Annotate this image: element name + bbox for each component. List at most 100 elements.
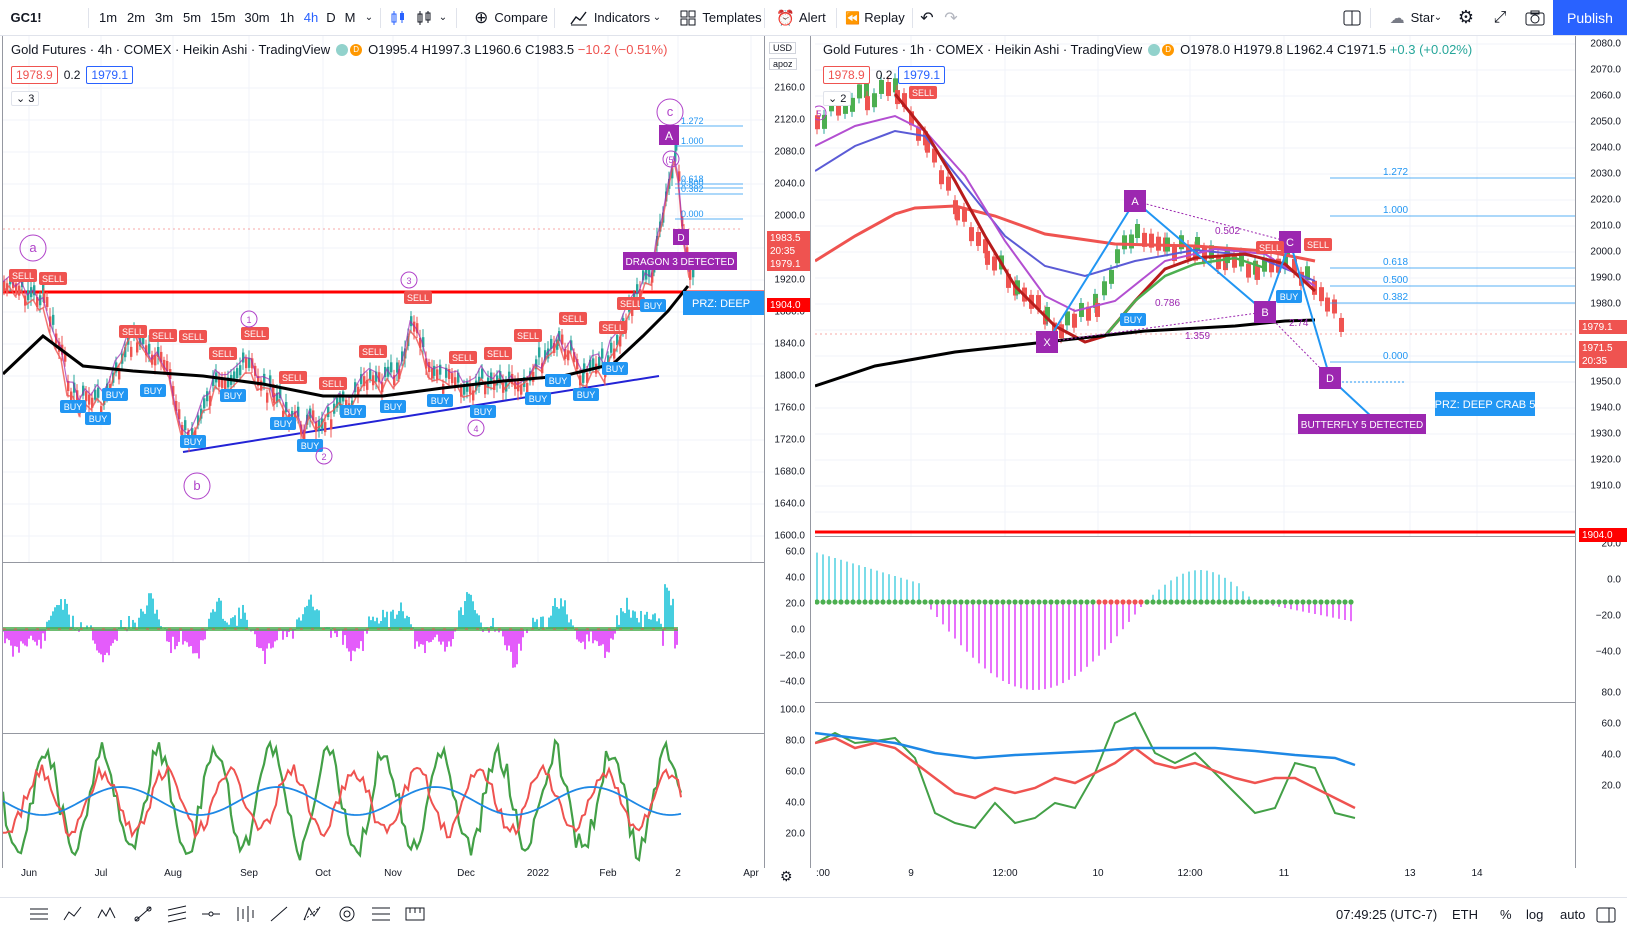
trend-icon[interactable]	[62, 904, 86, 926]
left-price-scale[interactable]: USD apoz 2160.0 2120.0 2080.0 2040.0 2000.0 1…	[765, 36, 811, 868]
price-tick: 2040.0	[774, 178, 805, 190]
xabcd-point-label: D	[1326, 373, 1334, 385]
price-tick: 1920.0	[1590, 454, 1621, 466]
right-price-pane[interactable]: 1.272 1.000 0.618 0.500 0.382 0.000 X A B C D 0.502…	[815, 36, 1575, 536]
time-tick: 12:00	[992, 868, 1018, 879]
chevron-down-icon[interactable]: ⌄	[364, 12, 374, 23]
candle-body	[212, 375, 215, 386]
wave-icon[interactable]	[96, 904, 120, 926]
interval-30m[interactable]: 30m	[244, 10, 270, 25]
candle-body	[401, 351, 404, 362]
layout-name-button[interactable]: ☁ Star	[1376, 0, 1448, 35]
undo-icon[interactable]: ↶	[920, 9, 934, 27]
interval-d[interactable]: D	[326, 10, 336, 25]
right-oscillator-pane[interactable]	[815, 537, 1575, 702]
zero-dot	[1294, 599, 1300, 605]
channel-icon[interactable]	[166, 904, 190, 926]
price-tick: 60.0	[785, 766, 805, 778]
measure-icon[interactable]	[404, 904, 428, 926]
zero-dot	[838, 599, 844, 605]
sell-signal-tag	[484, 347, 512, 360]
pattern-ratio-label: 2.74	[1289, 318, 1309, 329]
percent-toggle[interactable]: %	[1500, 907, 1512, 922]
left-stoch-pane[interactable]	[3, 734, 764, 868]
candle-body	[390, 362, 393, 373]
interval-1h[interactable]: 1h	[279, 10, 295, 25]
sell-signal-tag	[179, 330, 207, 343]
ask-tag: 1979.1	[767, 257, 811, 271]
left-price-pane[interactable]: SELL SELL SELL SELL SELL SELL SELL SELL SELL SELL…	[3, 36, 764, 562]
interval-1m[interactable]: 1m	[98, 10, 118, 25]
interval-2m[interactable]: 2m	[126, 10, 146, 25]
interval-m[interactable]: M	[344, 10, 356, 25]
interval-4h[interactable]: 4h	[303, 10, 319, 25]
candle-body	[815, 115, 820, 130]
candle-body	[1086, 306, 1091, 321]
right-stoch-pane[interactable]	[815, 703, 1575, 868]
interval-3m[interactable]: 3m	[154, 10, 174, 25]
clock-readout[interactable]: 07:49:25 (UTC-7)	[1336, 907, 1438, 922]
camera-icon[interactable]	[1520, 0, 1550, 35]
zero-dot	[1330, 599, 1336, 605]
chevron-down-icon[interactable]: ⌄	[652, 12, 662, 23]
layout-split-icon[interactable]	[1338, 0, 1366, 35]
ray-icon[interactable]	[268, 904, 292, 926]
bid-price[interactable]: 1978.9	[823, 66, 870, 84]
ask-price[interactable]: 1979.1	[86, 66, 134, 84]
ask-price[interactable]: 1979.1	[898, 66, 946, 84]
wave-label: 5	[816, 109, 821, 119]
indicator-collapse-button[interactable]: ⌄ 3	[11, 91, 40, 106]
candle-body	[639, 289, 642, 300]
zero-dot	[862, 599, 868, 605]
auto-toggle[interactable]: auto	[1560, 907, 1586, 922]
stoch-blue-line	[815, 731, 1356, 767]
indicators-button[interactable]: Indicators	[558, 0, 662, 35]
chevron-down-icon[interactable]: ⌄	[1433, 12, 1443, 23]
alert-button[interactable]: ⏰ Alert	[770, 0, 832, 35]
fullscreen-icon[interactable]: ⤢	[1493, 8, 1507, 26]
left-bid-ask[interactable]: 1978.9 0.2 1979.1	[11, 66, 134, 84]
symbol-search[interactable]: GC1!	[10, 10, 42, 25]
left-oscillator-pane[interactable]	[3, 563, 764, 733]
line-tool-icon[interactable]	[132, 904, 156, 926]
templates-button[interactable]: Templates	[670, 0, 772, 35]
publish-button[interactable]: Publish	[1553, 0, 1627, 35]
replay-button[interactable]: ⏪ Replay	[842, 0, 908, 35]
time-tick: Aug	[164, 868, 182, 879]
sell-signal-tag	[1304, 238, 1332, 251]
redo-icon[interactable]: ↷	[944, 9, 958, 27]
currency-button[interactable]: USD	[769, 42, 797, 54]
price-tick: 40.0	[1601, 749, 1621, 761]
pattern-icon[interactable]	[302, 904, 326, 926]
candle-body	[1325, 297, 1330, 312]
left-time-axis[interactable]: Jun Jul Aug Sep Oct Nov Dec 2022 Feb 2 Apr	[3, 868, 764, 888]
gear-icon[interactable]: ⚙	[780, 868, 793, 884]
candle-body	[91, 397, 94, 408]
price-tick: −20.0	[779, 650, 805, 662]
chevron-down-icon[interactable]: ⌄	[438, 12, 448, 23]
interval-15m[interactable]: 15m	[210, 10, 236, 25]
bid-price[interactable]: 1978.9	[11, 66, 58, 84]
right-bid-ask[interactable]: 1978.9 0.2 1979.1	[823, 66, 946, 84]
cycle-icon[interactable]	[336, 904, 360, 926]
gear-icon[interactable]: ⚙	[1457, 7, 1475, 27]
session-toggle[interactable]: ETH	[1452, 907, 1478, 922]
bar-style-icon[interactable]	[412, 0, 436, 35]
log-toggle[interactable]: log	[1526, 907, 1544, 922]
compare-button[interactable]: ⊕ Compare	[466, 0, 556, 35]
interval-5m[interactable]: 5m	[182, 10, 202, 25]
toggle-sidebar-icon[interactable]	[1596, 907, 1616, 926]
menu-icon[interactable]	[28, 904, 52, 926]
candles-type-icon[interactable]	[386, 0, 410, 35]
bars-icon[interactable]	[234, 904, 258, 926]
indicator-collapse-button[interactable]: ⌄ 2	[823, 91, 852, 106]
candle-body	[946, 176, 951, 191]
unit-button[interactable]: apoz	[769, 58, 797, 70]
right-price-scale[interactable]: 2080.0 2070.0 2060.0 2050.0 2040.0 2030.0 2020…	[1576, 36, 1627, 868]
buy-signal-label: BUY	[549, 376, 568, 386]
candle-body	[49, 316, 52, 327]
fib-icon[interactable]	[370, 904, 394, 926]
right-time-axis[interactable]: :00 9 12:00 10 12:00 11 13 14	[815, 868, 1575, 888]
horizontal-line-icon[interactable]	[200, 904, 224, 926]
zero-dot	[1168, 599, 1174, 605]
